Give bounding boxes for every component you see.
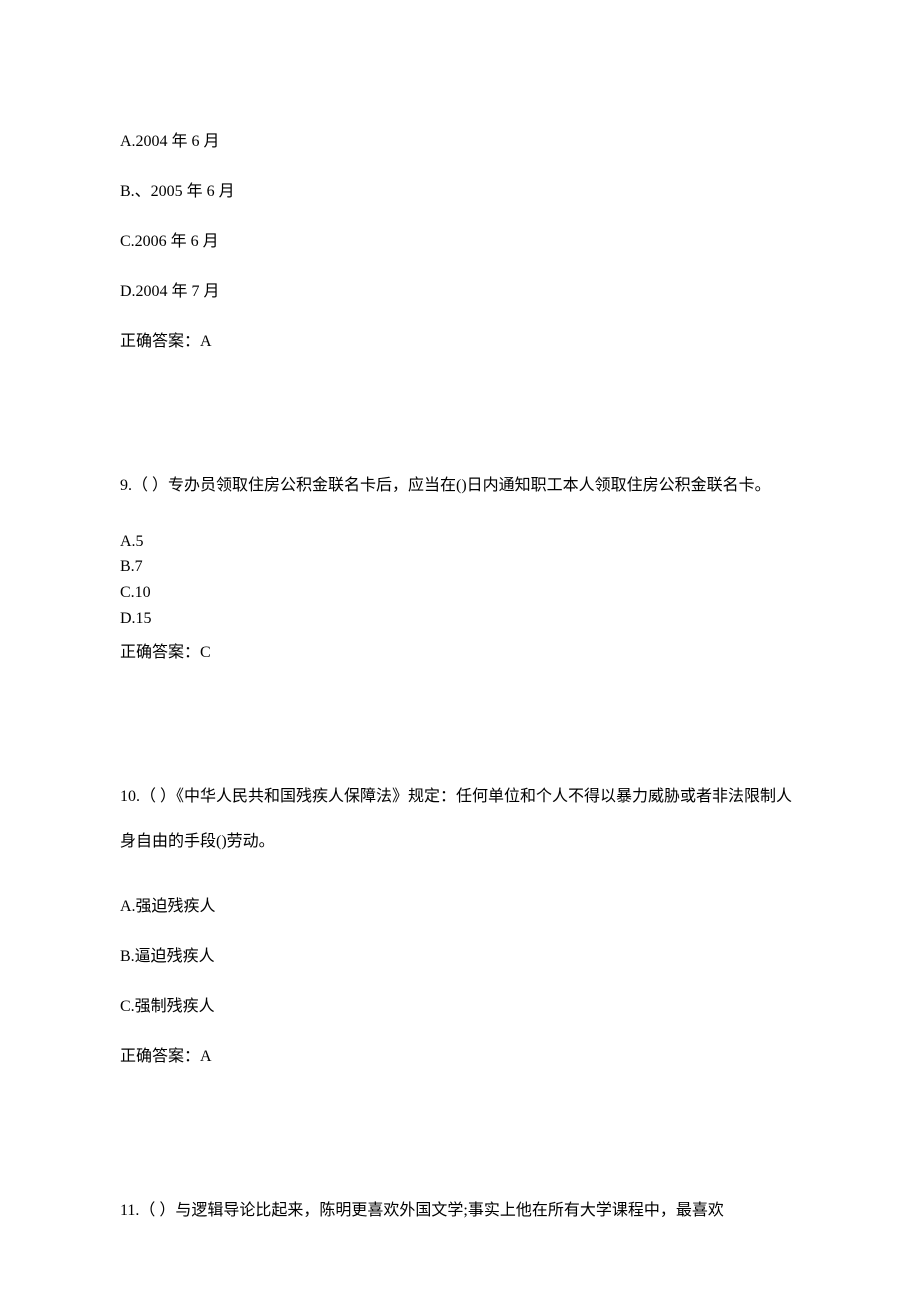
q9-option-a: A.5 — [120, 529, 800, 555]
q8-answer: 正确答案：A — [120, 330, 800, 354]
q9-options: A.5 B.7 C.10 D.15 — [120, 529, 800, 631]
q10-answer: 正确答案：A — [120, 1045, 800, 1069]
q8-option-d: D.2004 年 7 月 — [120, 280, 800, 304]
q8-option-b: B.、2005 年 6 月 — [120, 180, 800, 204]
q9-answer: 正确答案：C — [120, 641, 800, 665]
q9-option-c: C.10 — [120, 580, 800, 606]
q10-option-b: B.逼迫残疾人 — [120, 945, 800, 969]
q10-option-c: C.强制残疾人 — [120, 995, 800, 1019]
q10-question: 10.（ ）《中华人民共和国残疾人保障法》规定：任何单位和个人不得以暴力威胁或者… — [120, 775, 800, 865]
q8-option-c: C.2006 年 6 月 — [120, 230, 800, 254]
q10-option-a: A.强迫残疾人 — [120, 895, 800, 919]
q9-question: 9.（ ）专办员领取住房公积金联名卡后，应当在()日内通知职工本人领取住房公积金… — [120, 464, 800, 509]
q11-question: 11.（ ）与逻辑导论比起来，陈明更喜欢外国文学;事实上他在所有大学课程中，最喜… — [120, 1189, 800, 1234]
q8-option-a: A.2004 年 6 月 — [120, 130, 800, 154]
q9-option-d: D.15 — [120, 606, 800, 632]
q9-option-b: B.7 — [120, 554, 800, 580]
